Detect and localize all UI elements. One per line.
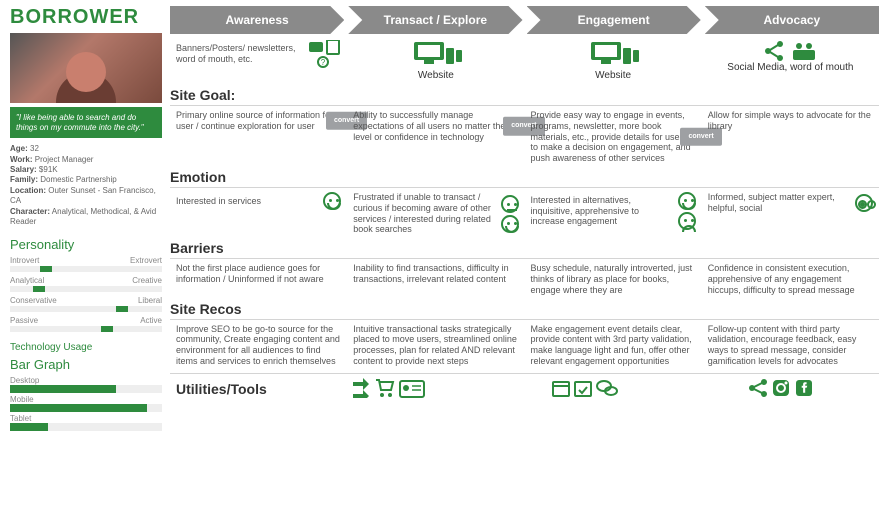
meta-location: Location: Outer Sunset - San Francisco, … [10, 186, 162, 207]
goal-engagement: Provide easy way to engage in events, pr… [525, 108, 702, 166]
site-goal-label: Site Goal: [170, 84, 879, 103]
journey-map: Awareness Transact / Explore Engagement … [170, 6, 879, 502]
cart-icon [374, 378, 396, 398]
barrier-transact: Inability to find transactions, difficul… [347, 261, 524, 287]
chat-icon [596, 378, 618, 398]
barriers-label: Barriers [170, 237, 879, 256]
tech-usage-heading: Technology Usage [10, 342, 162, 353]
people-icon [791, 40, 817, 62]
reco-engagement: Make engagement event details clear, pro… [525, 322, 702, 369]
touchpoint-advocacy: Social Media, word of mouth [702, 38, 879, 76]
stage-transact: Transact / Explore [348, 6, 522, 34]
devices-icon [408, 40, 464, 70]
smile-icon [323, 192, 341, 210]
emotion-transact: Frustrated if unable to transact / curio… [347, 190, 524, 237]
goal-awareness: Primary online source of information for… [170, 108, 347, 134]
personality-heading: Personality [10, 237, 162, 252]
touchpoint-awareness: Banners/Posters/ newsletters, word of mo… [170, 38, 347, 70]
meta-work: Work: Project Manager [10, 155, 162, 165]
trait-row: ConservativeLiberal [10, 296, 162, 305]
stage-header: Awareness Transact / Explore Engagement … [170, 6, 879, 34]
smile-icon [501, 215, 519, 233]
card-icon [399, 380, 425, 398]
meta-character: Character: Analytical, Methodical, & Avi… [10, 207, 162, 228]
instagram-icon [771, 378, 791, 398]
bargraph-heading: Bar Graph [10, 357, 162, 372]
bargraph-bar [10, 385, 162, 393]
stage-awareness: Awareness [170, 6, 344, 34]
goal-advocacy: Allow for simple ways to advocate for th… [702, 108, 879, 134]
neutral-icon [501, 195, 519, 213]
bargraph-label: Tablet [10, 414, 162, 423]
svg-text:?: ? [321, 58, 326, 67]
calendar-check-icon [573, 378, 593, 398]
bargraph-bar [10, 404, 162, 412]
emotion-awareness: Interested in services [170, 190, 347, 212]
barrier-awareness: Not the first place audience goes for in… [170, 261, 347, 287]
utilities-transact [290, 376, 486, 404]
glasses-icon [855, 194, 873, 212]
reco-awareness: Improve SEO to be go-to source for the c… [170, 322, 347, 369]
recos-label: Site Recos [170, 298, 879, 317]
persona-panel: BORROWER "I like being able to search an… [10, 6, 170, 502]
sad-icon [678, 212, 696, 230]
emotion-advocacy: Informed, subject matter expert, helpful… [702, 190, 879, 216]
share-icon [763, 40, 785, 62]
trait-bar [10, 286, 162, 292]
devices-icon [585, 40, 641, 70]
calendar-icon [551, 378, 571, 398]
newsletter-icon: ? [309, 40, 341, 68]
trait-row: IntrovertExtrovert [10, 256, 162, 265]
touchpoint-transact: Website [347, 38, 524, 84]
trait-bar [10, 306, 162, 312]
meta-age: Age: 32 [10, 144, 162, 154]
stage-advocacy: Advocacy [705, 6, 879, 34]
share-icon [748, 378, 768, 398]
bargraph-label: Desktop [10, 376, 162, 385]
emotion-label: Emotion [170, 166, 879, 185]
arrow-icon [351, 378, 371, 398]
facebook-icon [794, 378, 814, 398]
trait-row: PassiveActive [10, 316, 162, 325]
utilities-label: Utilities/Tools [176, 378, 267, 397]
reco-advocacy: Follow-up content with third party valid… [702, 322, 879, 369]
goal-transact: Ability to successfully manage expectati… [347, 108, 524, 144]
trait-row: AnalyticalCreative [10, 276, 162, 285]
stage-engagement: Engagement [527, 6, 701, 34]
emotion-engagement: Interested in alternatives, inquisitive,… [525, 190, 702, 232]
utilities-advocacy [683, 376, 879, 404]
barrier-advocacy: Confidence in consistent execution, appr… [702, 261, 879, 297]
barrier-engagement: Busy schedule, naturally introverted, ju… [525, 261, 702, 297]
bargraph-label: Mobile [10, 395, 162, 404]
bargraph-bar [10, 423, 162, 431]
touchpoint-engagement: Website [525, 38, 702, 84]
smile-icon [678, 192, 696, 210]
persona-title: BORROWER [10, 6, 162, 29]
persona-quote: "I like being able to search and do thin… [10, 107, 162, 138]
utilities-engagement [486, 376, 682, 404]
trait-bar [10, 326, 162, 332]
persona-photo [10, 33, 162, 103]
reco-transact: Intuitive transactional tasks strategica… [347, 322, 524, 369]
meta-salary: Salary: $91K [10, 165, 162, 175]
trait-bar [10, 266, 162, 272]
meta-family: Family: Domestic Partnership [10, 175, 162, 185]
